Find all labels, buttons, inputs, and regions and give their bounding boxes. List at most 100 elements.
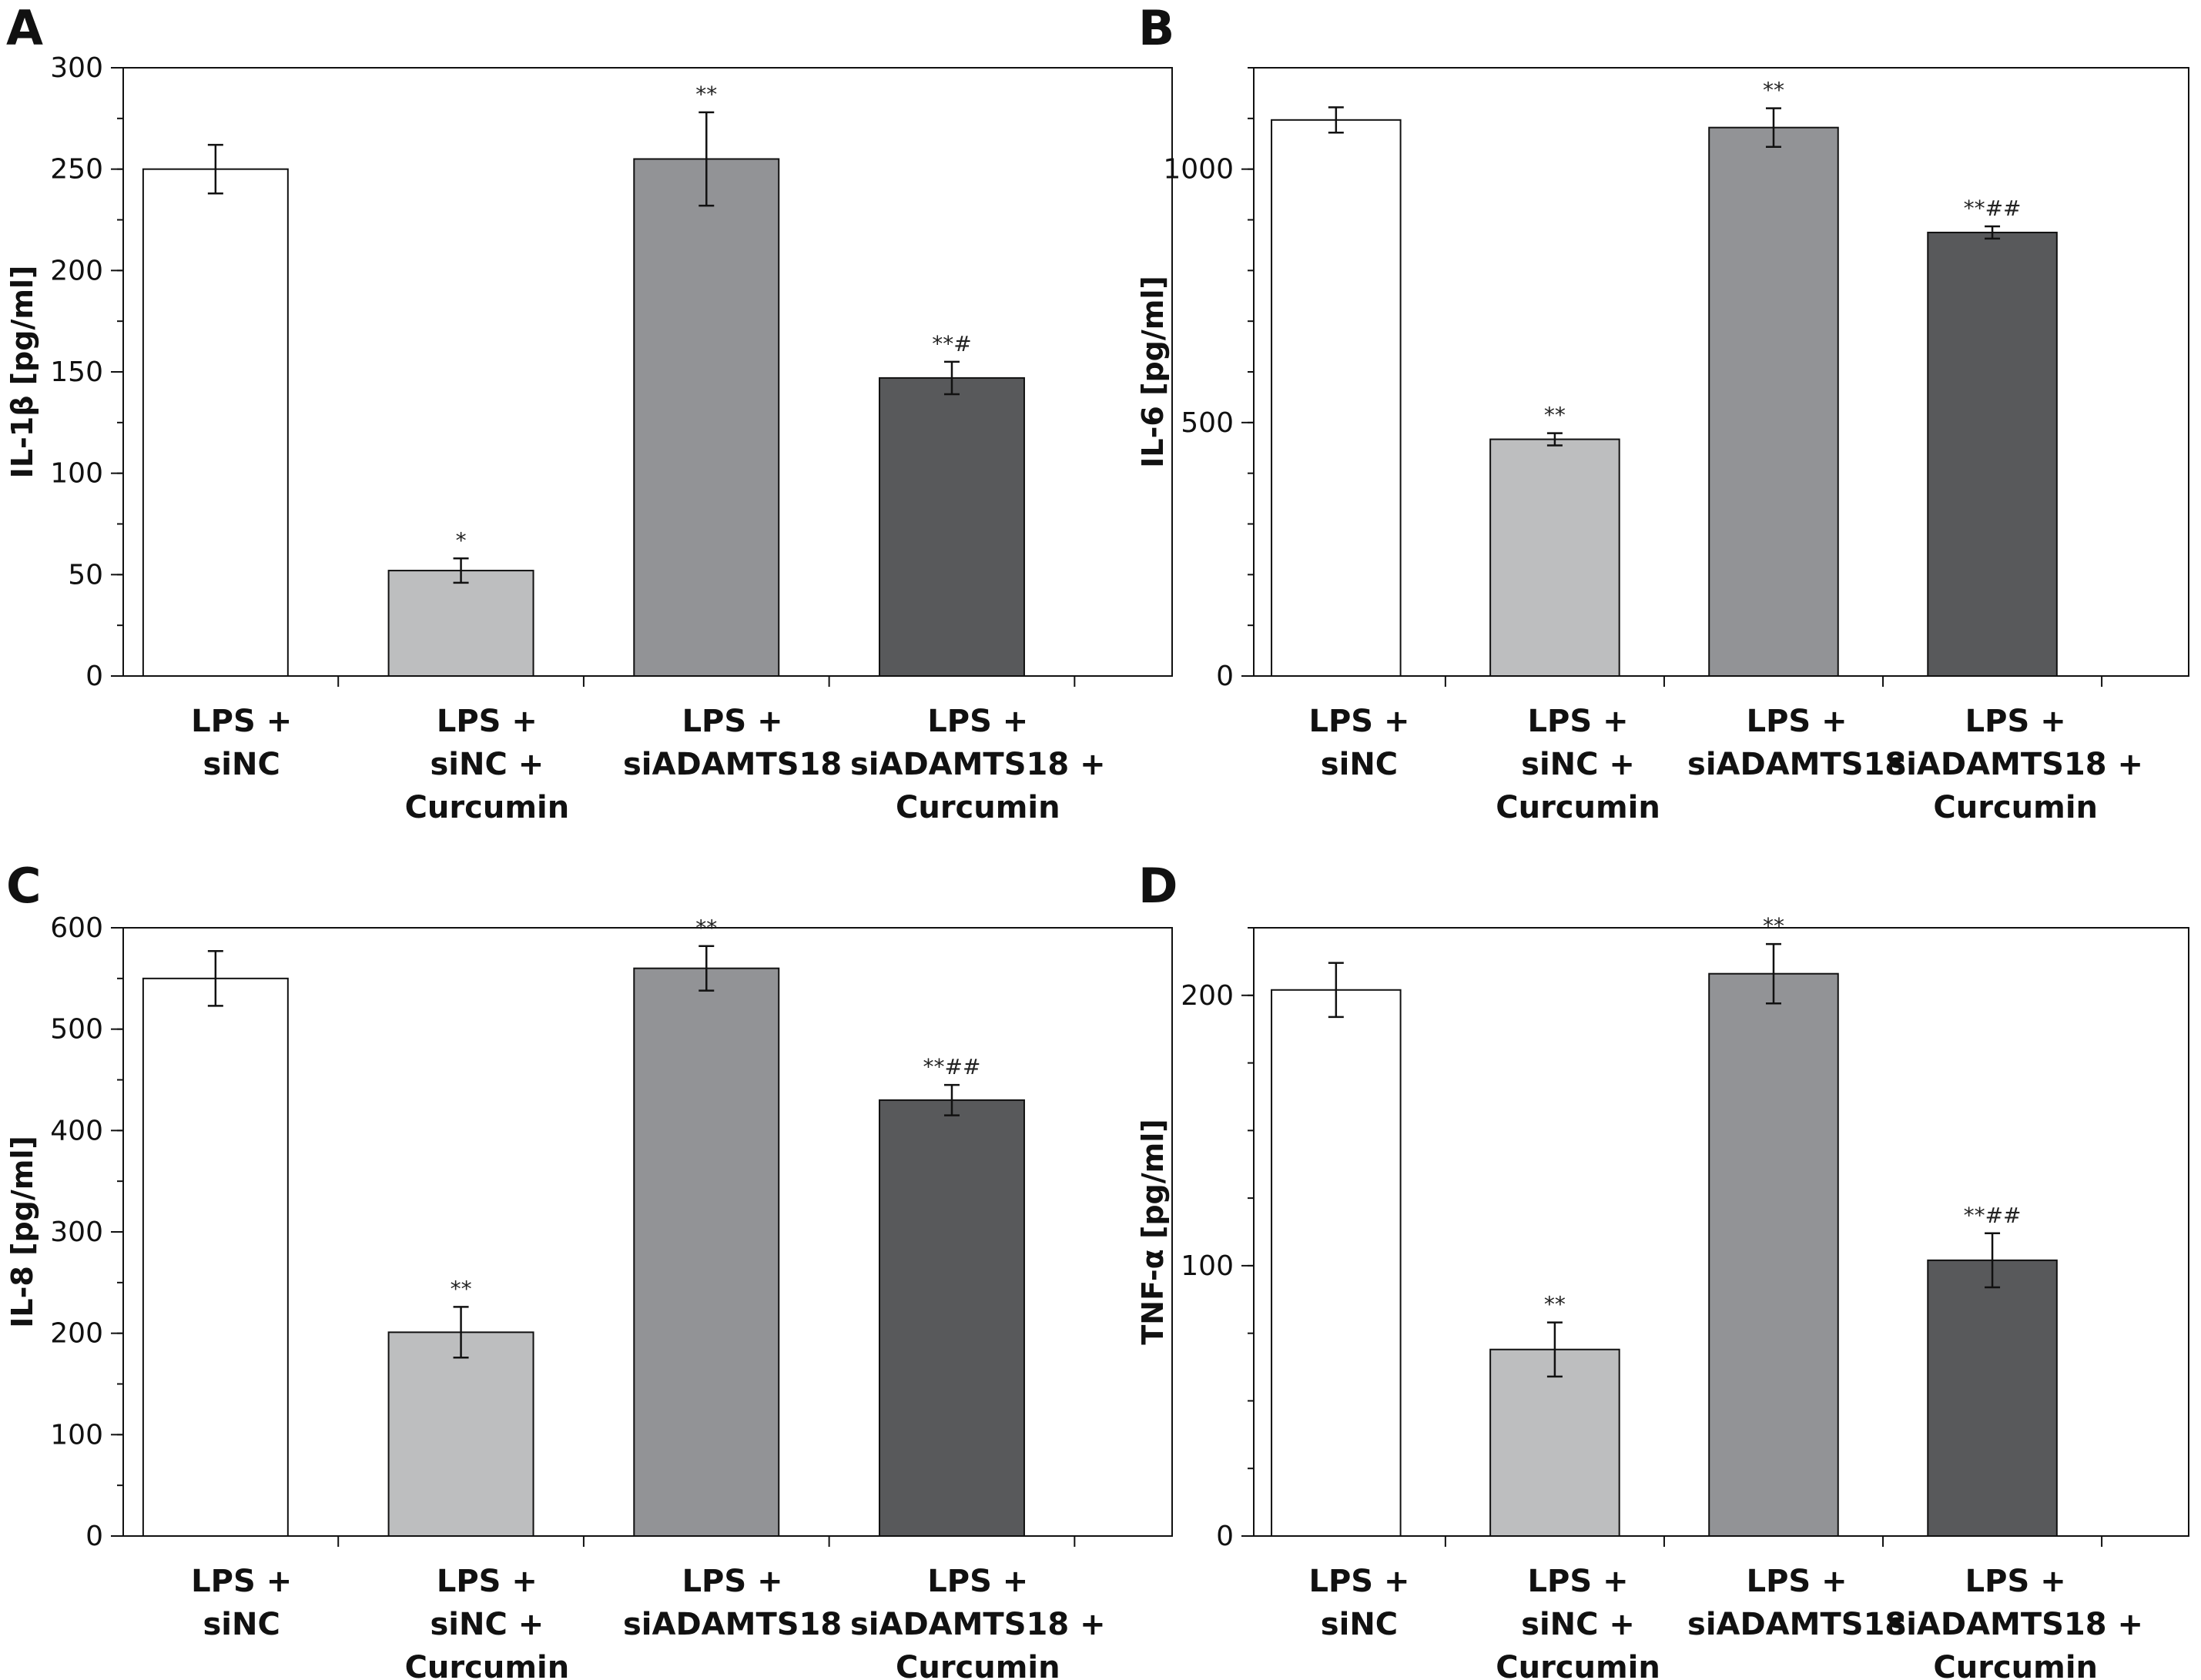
category-label: LPS + siNC + Curcumin xyxy=(405,1564,570,1680)
y-tick-label: 0 xyxy=(85,661,103,692)
chart-panel-b: B 0 500 1000 IL-6 [pg/ml] LPS + siNC ** LPS + siN… xyxy=(1136,0,2189,825)
panel-letter: A xyxy=(6,0,43,56)
bar xyxy=(1927,231,2058,678)
category-label-line: siADAMTS18 + xyxy=(850,1607,1106,1642)
category-label-line: LPS + xyxy=(1308,1564,1409,1599)
category-label-line: siADAMTS18 xyxy=(1687,747,1906,782)
category-label: LPS + siADAMTS18 + Curcumin xyxy=(1888,1564,2143,1680)
bar xyxy=(1708,972,1839,1537)
chart-panel-a: A 0 50 100 150 200 250 300 IL-1β [pg/ml] LPS + siN… xyxy=(5,0,1173,825)
y-tick-label: 400 xyxy=(50,1115,103,1146)
bar xyxy=(387,570,534,677)
chart-panel-d: D 0 100 200 TNF-α [pg/ml] LPS + siNC ** LPS + siN… xyxy=(1136,858,2189,1680)
y-tick-label: 200 xyxy=(50,255,103,286)
y-tick-label: 300 xyxy=(50,1216,103,1248)
panel-letter: B xyxy=(1138,0,1174,56)
bar xyxy=(1927,1259,2058,1538)
y-tick-label: 500 xyxy=(50,1014,103,1046)
significance-label: ** xyxy=(695,82,717,107)
category-label-line: siNC xyxy=(1321,1607,1398,1642)
significance-label: **## xyxy=(1964,1203,2022,1228)
category-label: LPS + siNC + Curcumin xyxy=(1496,704,1660,825)
significance-label: **## xyxy=(1964,196,2022,221)
category-label-line: LPS + xyxy=(927,704,1028,739)
bar xyxy=(387,1331,534,1537)
category-label-line: LPS + xyxy=(682,1564,783,1599)
category-label-line: Curcumin xyxy=(405,790,570,825)
bar xyxy=(1708,126,1839,677)
category-label-line: siNC + xyxy=(430,747,544,782)
y-tick-label: 0 xyxy=(85,1521,103,1552)
category-label-line: Curcumin xyxy=(896,790,1060,825)
category-label-line: Curcumin xyxy=(1933,1650,2098,1680)
chart-panel-c: C 0 100 200 300 400 500 600 IL-8 [pg/ml] LPS + siN… xyxy=(5,858,1173,1680)
significance-label: * xyxy=(456,527,467,553)
category-label-line: LPS + xyxy=(191,1564,292,1599)
y-tick-label: 500 xyxy=(1181,407,1234,439)
y-tick-label: 250 xyxy=(50,154,103,186)
category-label-line: LPS + xyxy=(1747,704,1848,739)
bar xyxy=(879,376,1025,677)
significance-label: **## xyxy=(923,1054,981,1079)
panel-letter: D xyxy=(1138,858,1178,914)
y-tick-label: 0 xyxy=(1216,1521,1234,1552)
category-label-line: LPS + xyxy=(437,704,538,739)
category-label-line: Curcumin xyxy=(1933,790,2098,825)
category-label-line: Curcumin xyxy=(896,1650,1060,1680)
significance-label: ** xyxy=(1544,1292,1566,1317)
category-label-line: Curcumin xyxy=(1496,1650,1660,1680)
y-tick-label: 200 xyxy=(1181,980,1234,1012)
y-tick-label: 600 xyxy=(50,912,103,944)
category-label-line: siNC xyxy=(203,747,280,782)
category-label-line: LPS + xyxy=(191,704,292,739)
category-label: LPS + siADAMTS18 + Curcumin xyxy=(850,704,1106,825)
category-label-line: LPS + xyxy=(682,704,783,739)
y-tick-label: 200 xyxy=(50,1318,103,1350)
significance-label: ** xyxy=(1544,403,1566,428)
category-label-line: siNC + xyxy=(1521,747,1635,782)
category-label-line: LPS + xyxy=(1747,1564,1848,1599)
significance-label: ** xyxy=(1763,913,1784,939)
category-label-line: LPS + xyxy=(927,1564,1028,1599)
y-tick-label: 100 xyxy=(50,458,103,490)
category-label-line: siNC + xyxy=(1521,1607,1635,1642)
category-label-line: Curcumin xyxy=(1496,790,1660,825)
bar xyxy=(879,1099,1025,1538)
panel-letter: C xyxy=(6,858,42,914)
bar xyxy=(1489,1348,1620,1537)
y-tick-label: 300 xyxy=(50,52,103,84)
category-label: LPS + siADAMTS18 xyxy=(1687,704,1906,782)
category-label: LPS + siNC + Curcumin xyxy=(405,704,570,825)
category-label-line: siNC xyxy=(203,1607,280,1642)
y-tick-label: 100 xyxy=(50,1419,103,1451)
category-label-line: LPS + xyxy=(1308,704,1409,739)
category-label: LPS + siADAMTS18 xyxy=(623,704,842,782)
significance-label: ** xyxy=(451,1276,472,1301)
category-label-line: siNC xyxy=(1321,747,1398,782)
y-tick-label: 50 xyxy=(68,559,103,591)
bar xyxy=(1271,989,1402,1538)
category-label: LPS + siNC + Curcumin xyxy=(1496,1564,1660,1680)
bar xyxy=(633,158,780,677)
y-tick-label: 100 xyxy=(1181,1250,1234,1282)
y-axis-label: TNF-α [pg/ml] xyxy=(1136,1119,1170,1344)
category-label: LPS + siNC xyxy=(1308,1564,1409,1642)
category-label-line: siADAMTS18 xyxy=(623,747,842,782)
category-label-line: LPS + xyxy=(1965,1564,2066,1599)
category-label-line: Curcumin xyxy=(405,1650,570,1680)
category-label: LPS + siADAMTS18 + Curcumin xyxy=(1888,704,2143,825)
category-label-line: siADAMTS18 xyxy=(1687,1607,1906,1642)
category-label: LPS + siNC xyxy=(191,1564,292,1642)
bar xyxy=(1271,119,1402,677)
category-label: LPS + siADAMTS18 xyxy=(623,1564,842,1642)
category-label-line: siADAMTS18 + xyxy=(850,747,1106,782)
bar xyxy=(633,967,780,1537)
category-label-line: siADAMTS18 + xyxy=(1888,1607,2143,1642)
y-axis-label: IL-1β [pg/ml] xyxy=(5,266,39,479)
significance-label: ** xyxy=(695,915,717,941)
category-label-line: LPS + xyxy=(1965,704,2066,739)
bar xyxy=(1489,438,1620,678)
category-label: LPS + siADAMTS18 xyxy=(1687,1564,1906,1642)
category-label-line: LPS + xyxy=(437,1564,538,1599)
